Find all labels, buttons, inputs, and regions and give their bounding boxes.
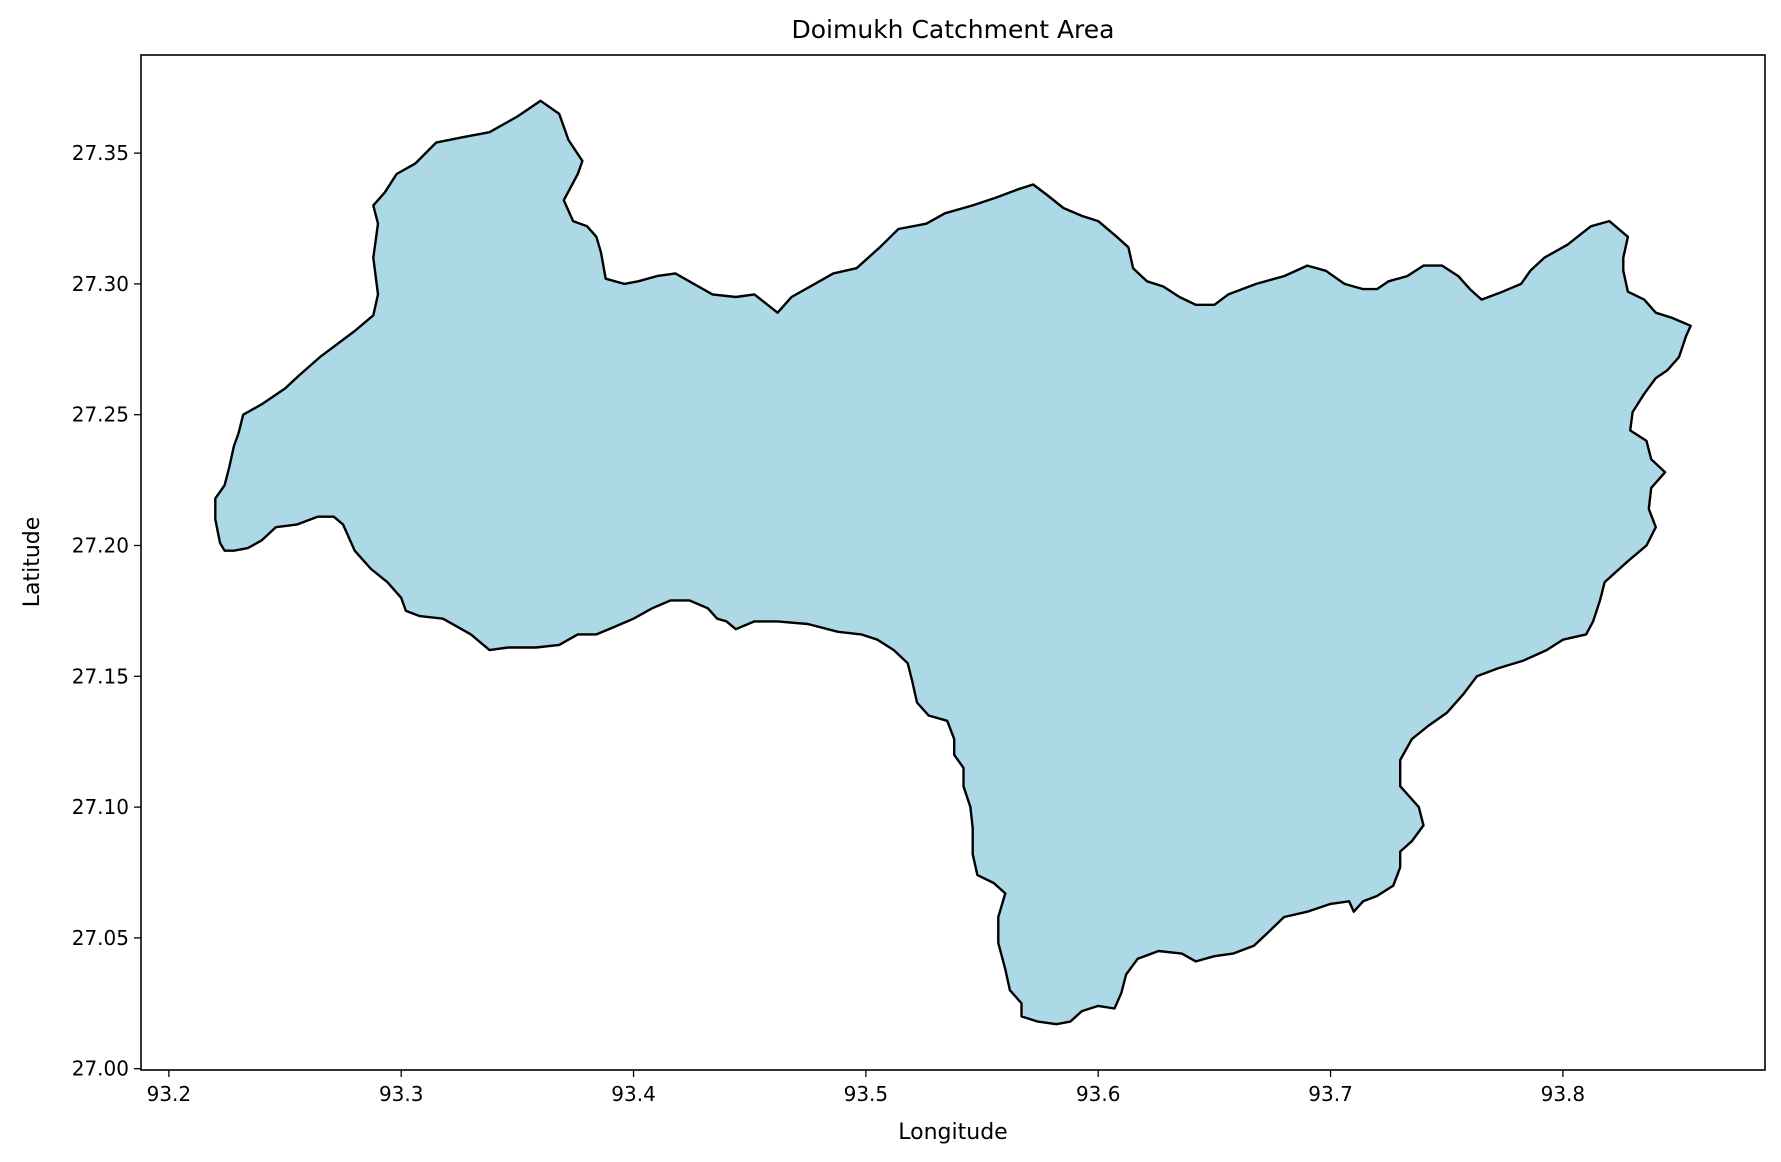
plot-frame (140, 54, 1766, 1071)
x-tick-label: 93.6 (1076, 1082, 1121, 1106)
x-axis-label: Longitude (898, 1120, 1007, 1145)
x-tick-label: 93.5 (844, 1082, 889, 1106)
x-tick-label: 93.4 (611, 1082, 656, 1106)
map-title: Doimukh Catchment Area (792, 15, 1115, 44)
y-tick-label: 27.20 (72, 533, 129, 557)
x-tick-label: 93.7 (1308, 1082, 1353, 1106)
y-axis-ticks: 27.00 27.05 27.10 27.15 27.20 27.25 27.30 27.35 (72, 141, 141, 1081)
x-tick-label: 93.8 (1541, 1082, 1586, 1106)
y-tick-label: 27.25 (72, 403, 129, 427)
y-tick-label: 27.30 (72, 272, 129, 296)
y-tick-label: 27.00 (72, 1057, 129, 1081)
y-tick-label: 27.05 (72, 926, 129, 950)
catchment-area-polygon (214, 99, 1692, 1026)
x-tick-label: 93.3 (379, 1082, 424, 1106)
y-tick-label: 27.35 (72, 141, 129, 165)
y-tick-label: 27.10 (72, 795, 129, 819)
y-tick-label: 27.15 (72, 664, 129, 688)
x-axis-ticks: 93.2 93.3 93.4 93.5 93.6 93.7 93.8 (147, 1070, 1586, 1106)
y-axis-label: Latitude (20, 517, 45, 608)
x-tick-label: 93.2 (147, 1082, 192, 1106)
